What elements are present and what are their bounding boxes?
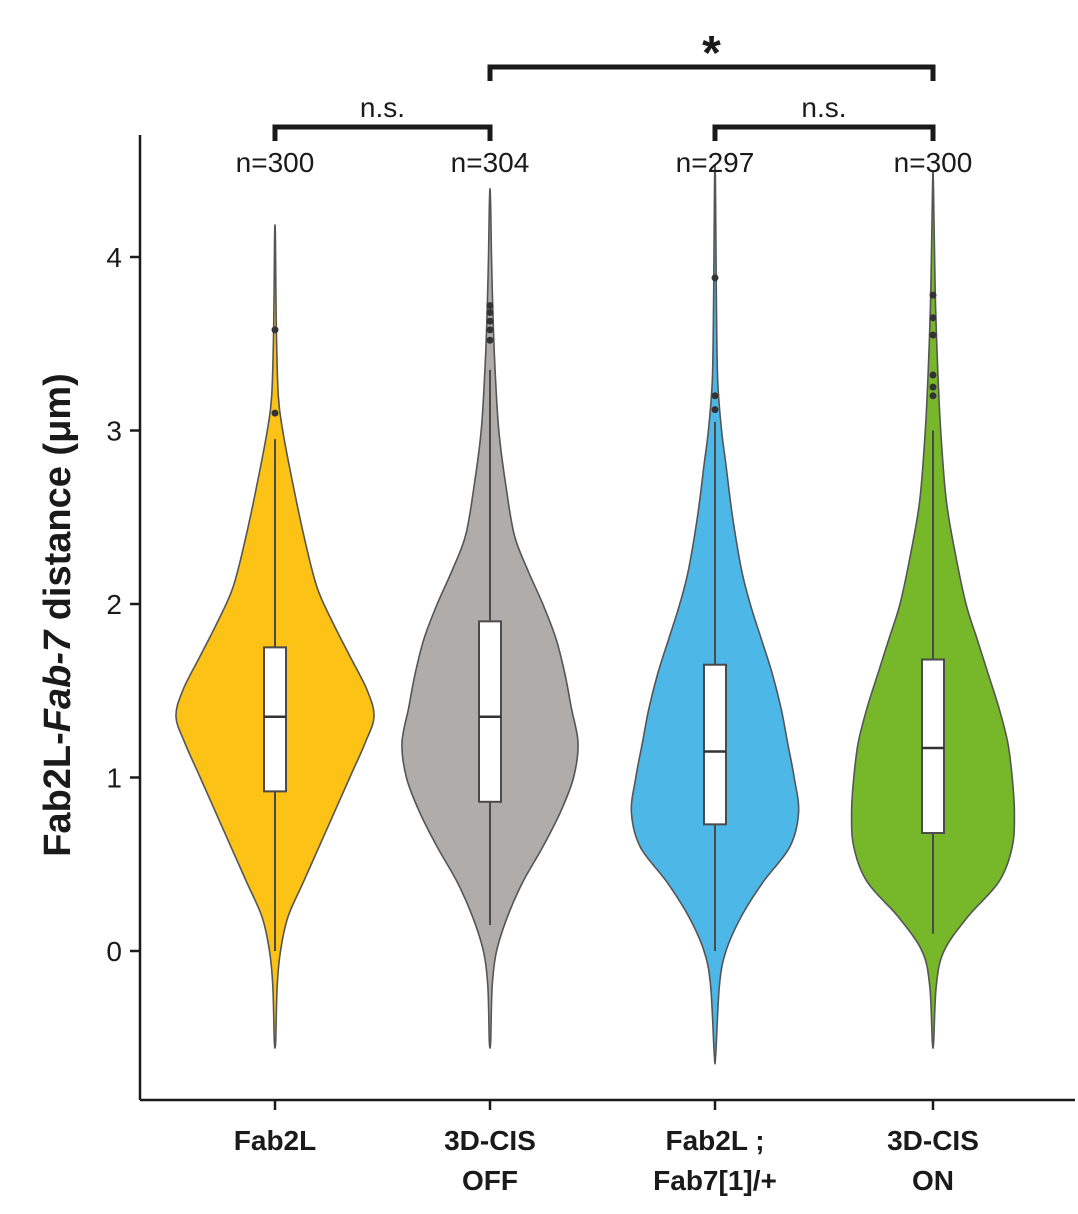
outlier-point <box>929 331 937 339</box>
outlier-point <box>486 302 494 310</box>
category-label: 3D-CIS <box>887 1125 979 1156</box>
box-2 <box>703 663 727 826</box>
category-label: ON <box>912 1165 954 1196</box>
box-1 <box>478 620 502 803</box>
outlier-point <box>929 314 937 322</box>
y-tick-label: 2 <box>106 589 122 620</box>
y-tick-label: 1 <box>106 763 122 794</box>
outlier-point <box>271 326 279 334</box>
outlier-point <box>711 392 719 400</box>
plot-area <box>175 164 1016 1065</box>
outlier-point <box>711 274 719 282</box>
y-tick-label: 0 <box>106 936 122 967</box>
axes: 0 1 2 3 4 <box>106 135 1075 1110</box>
box-0 <box>263 646 287 793</box>
significance-label: * <box>702 27 721 80</box>
significance-bracket <box>712 124 936 141</box>
n-label-0: n=300 <box>236 147 315 178</box>
category-label: Fab2L ; <box>665 1125 764 1156</box>
category-label: Fab7[1]/+ <box>653 1165 777 1196</box>
outlier-point <box>929 371 937 379</box>
n-label-2: n=297 <box>676 147 755 178</box>
y-tick-label: 4 <box>106 242 122 273</box>
y-tick-label: 3 <box>106 416 122 447</box>
labels: n=300 Fab2L n=304 3D-CIS OFF n=297 Fab2L ; Fab7… <box>37 27 979 1196</box>
outlier-point <box>486 336 494 344</box>
outlier-point <box>486 326 494 334</box>
box-3 <box>921 658 945 835</box>
y-axis-title: Fab2L-Fab-7 distance (μm) <box>37 373 79 857</box>
category-label: Fab2L <box>234 1125 316 1156</box>
significance-bracket <box>487 64 936 81</box>
category-label: OFF <box>462 1165 518 1196</box>
outlier-point <box>929 383 937 391</box>
outlier-point <box>929 392 937 400</box>
significance-label: n.s. <box>801 92 846 123</box>
n-label-3: n=300 <box>894 147 973 178</box>
outlier-point <box>486 309 494 317</box>
outlier-point <box>929 291 937 299</box>
outlier-point <box>486 317 494 325</box>
n-label-1: n=304 <box>451 147 530 178</box>
outlier-point <box>271 409 279 417</box>
category-label: 3D-CIS <box>444 1125 536 1156</box>
significance-label: n.s. <box>360 92 405 123</box>
significance-bracket <box>272 124 493 141</box>
outlier-point <box>711 406 719 414</box>
